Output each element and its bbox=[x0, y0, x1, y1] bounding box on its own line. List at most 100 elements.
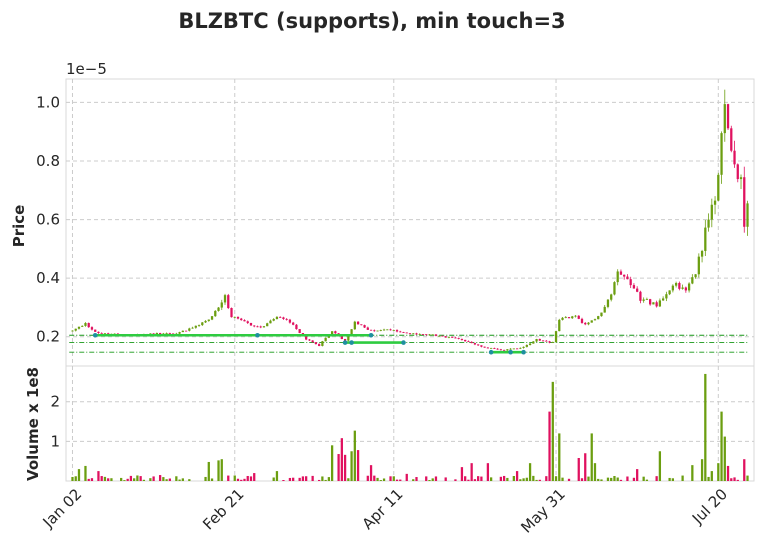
price-y-ticks: 0.2 0.4 0.6 0.8 1.0 bbox=[36, 93, 60, 345]
x-axis-ticks: Jan 02 Feb 21 Apr 11 May 31 Jul 20 bbox=[39, 485, 731, 537]
volume-bar bbox=[655, 476, 658, 481]
candle-body bbox=[710, 204, 713, 220]
candle-body bbox=[275, 316, 279, 320]
candle-body bbox=[619, 271, 623, 275]
volume-bar bbox=[305, 476, 308, 481]
volume-bar bbox=[158, 475, 162, 481]
support-touch-point bbox=[349, 340, 354, 345]
candle-body bbox=[554, 331, 558, 343]
candle-body bbox=[658, 300, 662, 307]
volume-bar bbox=[376, 477, 379, 481]
candle-body bbox=[629, 279, 632, 286]
candle-body bbox=[194, 325, 197, 328]
candle-body bbox=[626, 276, 629, 280]
volume-bar bbox=[577, 458, 580, 481]
price-y-tick-label: 0.4 bbox=[36, 269, 60, 287]
price-axis-label: Price bbox=[10, 205, 28, 248]
volume-bar bbox=[464, 476, 467, 481]
volume-bar bbox=[188, 479, 191, 481]
candle-body bbox=[541, 340, 545, 342]
candle-body bbox=[376, 330, 379, 332]
candle-body bbox=[519, 347, 522, 349]
candle-body bbox=[227, 295, 230, 309]
candle-body bbox=[593, 319, 597, 321]
volume-bar bbox=[103, 476, 107, 481]
volume-bar bbox=[515, 471, 519, 481]
candle-body bbox=[665, 294, 668, 299]
candle-body bbox=[178, 332, 181, 334]
candle-body bbox=[509, 348, 512, 350]
volume-bar bbox=[110, 478, 113, 481]
price-y-tick-label: 0.2 bbox=[36, 328, 60, 346]
volume-bar bbox=[301, 476, 305, 481]
candle-body bbox=[632, 285, 636, 289]
volume-bar bbox=[580, 478, 584, 481]
candle-body bbox=[538, 339, 541, 341]
candle-body bbox=[272, 319, 275, 321]
volume-y-ticks: 12 bbox=[50, 393, 60, 451]
candle-body bbox=[574, 315, 577, 317]
volume-bar bbox=[343, 454, 347, 481]
volume-bar bbox=[671, 478, 675, 481]
candle-body bbox=[535, 339, 538, 342]
candle-body bbox=[81, 325, 84, 327]
candle-body bbox=[340, 336, 343, 339]
candle-body bbox=[240, 318, 243, 321]
candle-body bbox=[610, 294, 613, 300]
price-y-tick-label: 0.8 bbox=[36, 152, 60, 170]
price-offset-text: 1e−5 bbox=[66, 60, 107, 78]
candle-body bbox=[730, 128, 733, 151]
candle-body bbox=[681, 287, 684, 289]
candle-body bbox=[460, 338, 464, 340]
volume-bar bbox=[126, 478, 129, 481]
candle-body bbox=[350, 329, 353, 335]
volume-bar bbox=[590, 433, 593, 481]
volume-bar bbox=[207, 461, 210, 481]
candle-body bbox=[558, 319, 561, 332]
candle-body bbox=[697, 256, 700, 275]
candle-body bbox=[525, 345, 528, 347]
candle-body bbox=[564, 317, 567, 318]
support-touch-point bbox=[521, 349, 526, 355]
volume-bar bbox=[353, 430, 356, 481]
candle-body bbox=[467, 341, 470, 343]
candle-body bbox=[590, 320, 593, 323]
candle-body bbox=[457, 338, 460, 339]
volume-bar bbox=[236, 478, 240, 481]
candle-body bbox=[288, 319, 292, 323]
candle-body bbox=[613, 282, 616, 295]
candle-body bbox=[652, 302, 655, 305]
candle-body bbox=[155, 333, 159, 335]
candle-body bbox=[305, 336, 308, 340]
volume-bar bbox=[558, 433, 561, 481]
volume-bar bbox=[178, 479, 181, 481]
volume-bar bbox=[470, 463, 473, 481]
candle-body bbox=[392, 330, 395, 331]
candle-body bbox=[184, 330, 188, 332]
volume-bar bbox=[84, 465, 87, 481]
candle-body bbox=[720, 133, 723, 175]
candle-body bbox=[671, 285, 675, 291]
candle-body bbox=[165, 333, 168, 334]
candle-body bbox=[399, 331, 402, 333]
volume-bar bbox=[330, 445, 334, 481]
candle-body bbox=[217, 307, 220, 311]
volume-bar bbox=[636, 469, 639, 481]
volume-bar bbox=[399, 479, 402, 481]
candle-body bbox=[470, 341, 473, 344]
volume-bar bbox=[129, 475, 133, 481]
volume-bar bbox=[71, 476, 74, 481]
candle-body bbox=[223, 295, 227, 303]
volume-bar bbox=[133, 478, 136, 481]
volume-bar bbox=[298, 477, 301, 481]
volume-bar bbox=[743, 459, 746, 481]
volume-panel: 12 bbox=[50, 365, 755, 482]
candle-body bbox=[168, 333, 171, 334]
candle-body bbox=[483, 346, 486, 348]
volume-bar bbox=[444, 477, 447, 481]
candle-body bbox=[405, 332, 408, 334]
candle-body bbox=[434, 334, 438, 336]
candle-body bbox=[577, 315, 580, 319]
support-touch-point bbox=[92, 332, 98, 338]
